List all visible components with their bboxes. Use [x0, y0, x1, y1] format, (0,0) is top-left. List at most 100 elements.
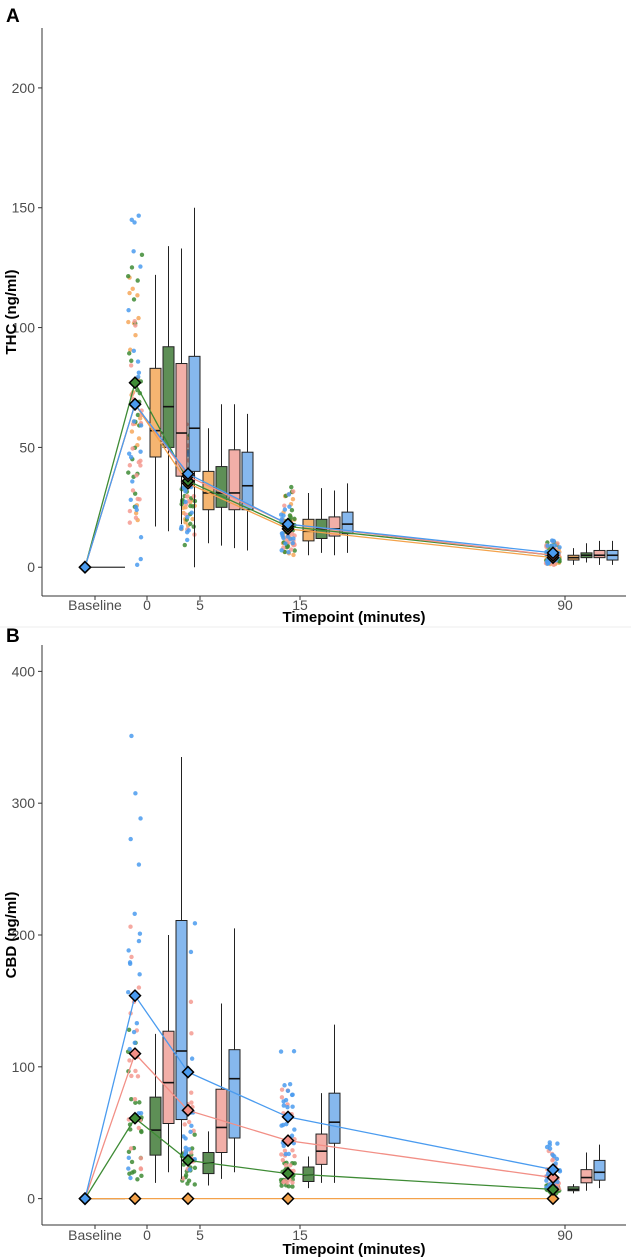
mean-diamond	[181, 1065, 195, 1079]
jitter-point	[188, 1129, 193, 1135]
jitter-point	[183, 489, 188, 494]
mean-diamond	[181, 1192, 195, 1206]
x-axis-title: Timepoint (minutes)	[282, 609, 425, 626]
jitter-point	[183, 499, 188, 505]
jitter-point	[136, 213, 141, 218]
jitter-point	[279, 1095, 285, 1100]
jitter-point	[128, 1146, 134, 1151]
jitter-point	[131, 348, 137, 354]
jitter-point	[290, 1184, 295, 1189]
mean-diamond	[128, 1192, 142, 1206]
jitter-point	[134, 507, 139, 513]
mean-diamond	[281, 1134, 295, 1148]
panel-a: A 0 50 100 150 200 Baseline 0 5 15 90 Timepoint (mi…	[3, 6, 626, 626]
y-tick-label: 150	[12, 200, 36, 216]
y-tick-label: 0	[27, 559, 35, 575]
x-tick-label: 5	[196, 597, 204, 613]
mean-series	[78, 376, 560, 574]
jitter-point	[132, 491, 138, 496]
jitter-point	[281, 1103, 286, 1108]
jitter-point	[130, 286, 135, 292]
x-tick-label: 15	[292, 597, 308, 613]
mean-diamond	[128, 989, 142, 1003]
jitter-point	[183, 1173, 189, 1178]
jitter-point	[289, 484, 294, 490]
x-tick-label: Baseline	[68, 1227, 122, 1243]
jitter-point	[131, 249, 136, 254]
y-tick-label: 50	[19, 439, 35, 455]
jitter-point	[545, 543, 550, 548]
jitter-point	[126, 948, 131, 953]
y-tick-label: 0	[27, 1191, 35, 1207]
jitter-point	[183, 1145, 188, 1151]
jitter-point	[139, 1173, 144, 1179]
jitter-point	[547, 1146, 553, 1151]
x-tick-label: 15	[292, 1227, 308, 1243]
jitter-point	[285, 1104, 290, 1110]
jitter-point	[185, 537, 190, 543]
jitter-point	[192, 1182, 197, 1187]
jitter-point	[189, 1056, 195, 1061]
jitter-point	[139, 1128, 144, 1134]
mean-diamond	[78, 1192, 92, 1206]
jitter-point	[131, 1029, 137, 1035]
jitter-point	[127, 520, 133, 525]
jitter-point	[138, 463, 143, 468]
box	[593, 1159, 606, 1181]
jitter-point	[132, 220, 137, 225]
jitter-point	[189, 1031, 194, 1036]
jitter-point	[134, 1021, 140, 1026]
jitter-point	[133, 323, 138, 328]
panel-tag: B	[6, 626, 20, 647]
jitter-point	[290, 1180, 295, 1185]
jitter-point	[289, 507, 295, 513]
jitter-point	[130, 446, 135, 451]
jitter-point	[136, 1125, 141, 1131]
jitter-point	[128, 924, 133, 929]
jitter-point	[133, 791, 138, 796]
jitter-point	[185, 514, 190, 520]
jitter-point	[550, 1158, 555, 1163]
y-tick-label: 300	[12, 795, 36, 811]
jitter-point	[279, 1152, 284, 1157]
box	[228, 1049, 241, 1139]
box	[328, 1092, 341, 1144]
jitter-point	[135, 359, 141, 364]
jitter-point	[282, 1178, 287, 1184]
jitter-point	[129, 1073, 134, 1079]
jitter-point	[286, 1184, 291, 1189]
y-axis-title: THC (ng/ml)	[3, 270, 20, 355]
jitter-point	[292, 1153, 297, 1159]
jitter-point	[553, 1161, 558, 1166]
box	[328, 516, 341, 537]
jitter-point	[138, 423, 144, 428]
jitter-point	[126, 307, 131, 313]
jitter-point	[191, 524, 196, 529]
jitter-point	[282, 1083, 287, 1088]
jitter-point	[128, 836, 133, 842]
jitter-point	[188, 1150, 194, 1155]
jitter-point	[128, 363, 134, 368]
y-tick-label: 200	[12, 927, 36, 943]
jitter-point	[552, 543, 558, 548]
jitter-point	[281, 1143, 286, 1149]
jitter-point	[290, 1148, 295, 1153]
jitter-point	[278, 1049, 284, 1054]
jitter-point	[129, 429, 135, 434]
jitter-point	[136, 985, 142, 990]
jitter-point	[192, 1132, 197, 1137]
jitter-point	[187, 1167, 193, 1172]
jitter-point	[287, 513, 293, 518]
jitter-point	[129, 358, 134, 363]
jitter-point	[134, 562, 140, 568]
jitter-point	[280, 1157, 286, 1163]
mean-diamond	[546, 1192, 560, 1206]
jitter-point	[188, 999, 194, 1005]
jitter-point	[126, 1155, 132, 1161]
jitter-point	[138, 1155, 144, 1161]
jitter-point	[138, 1166, 144, 1172]
jitter-point	[133, 510, 139, 516]
jitter-point	[129, 217, 134, 223]
jitter-point	[188, 949, 194, 955]
jitter-point	[126, 1027, 132, 1032]
